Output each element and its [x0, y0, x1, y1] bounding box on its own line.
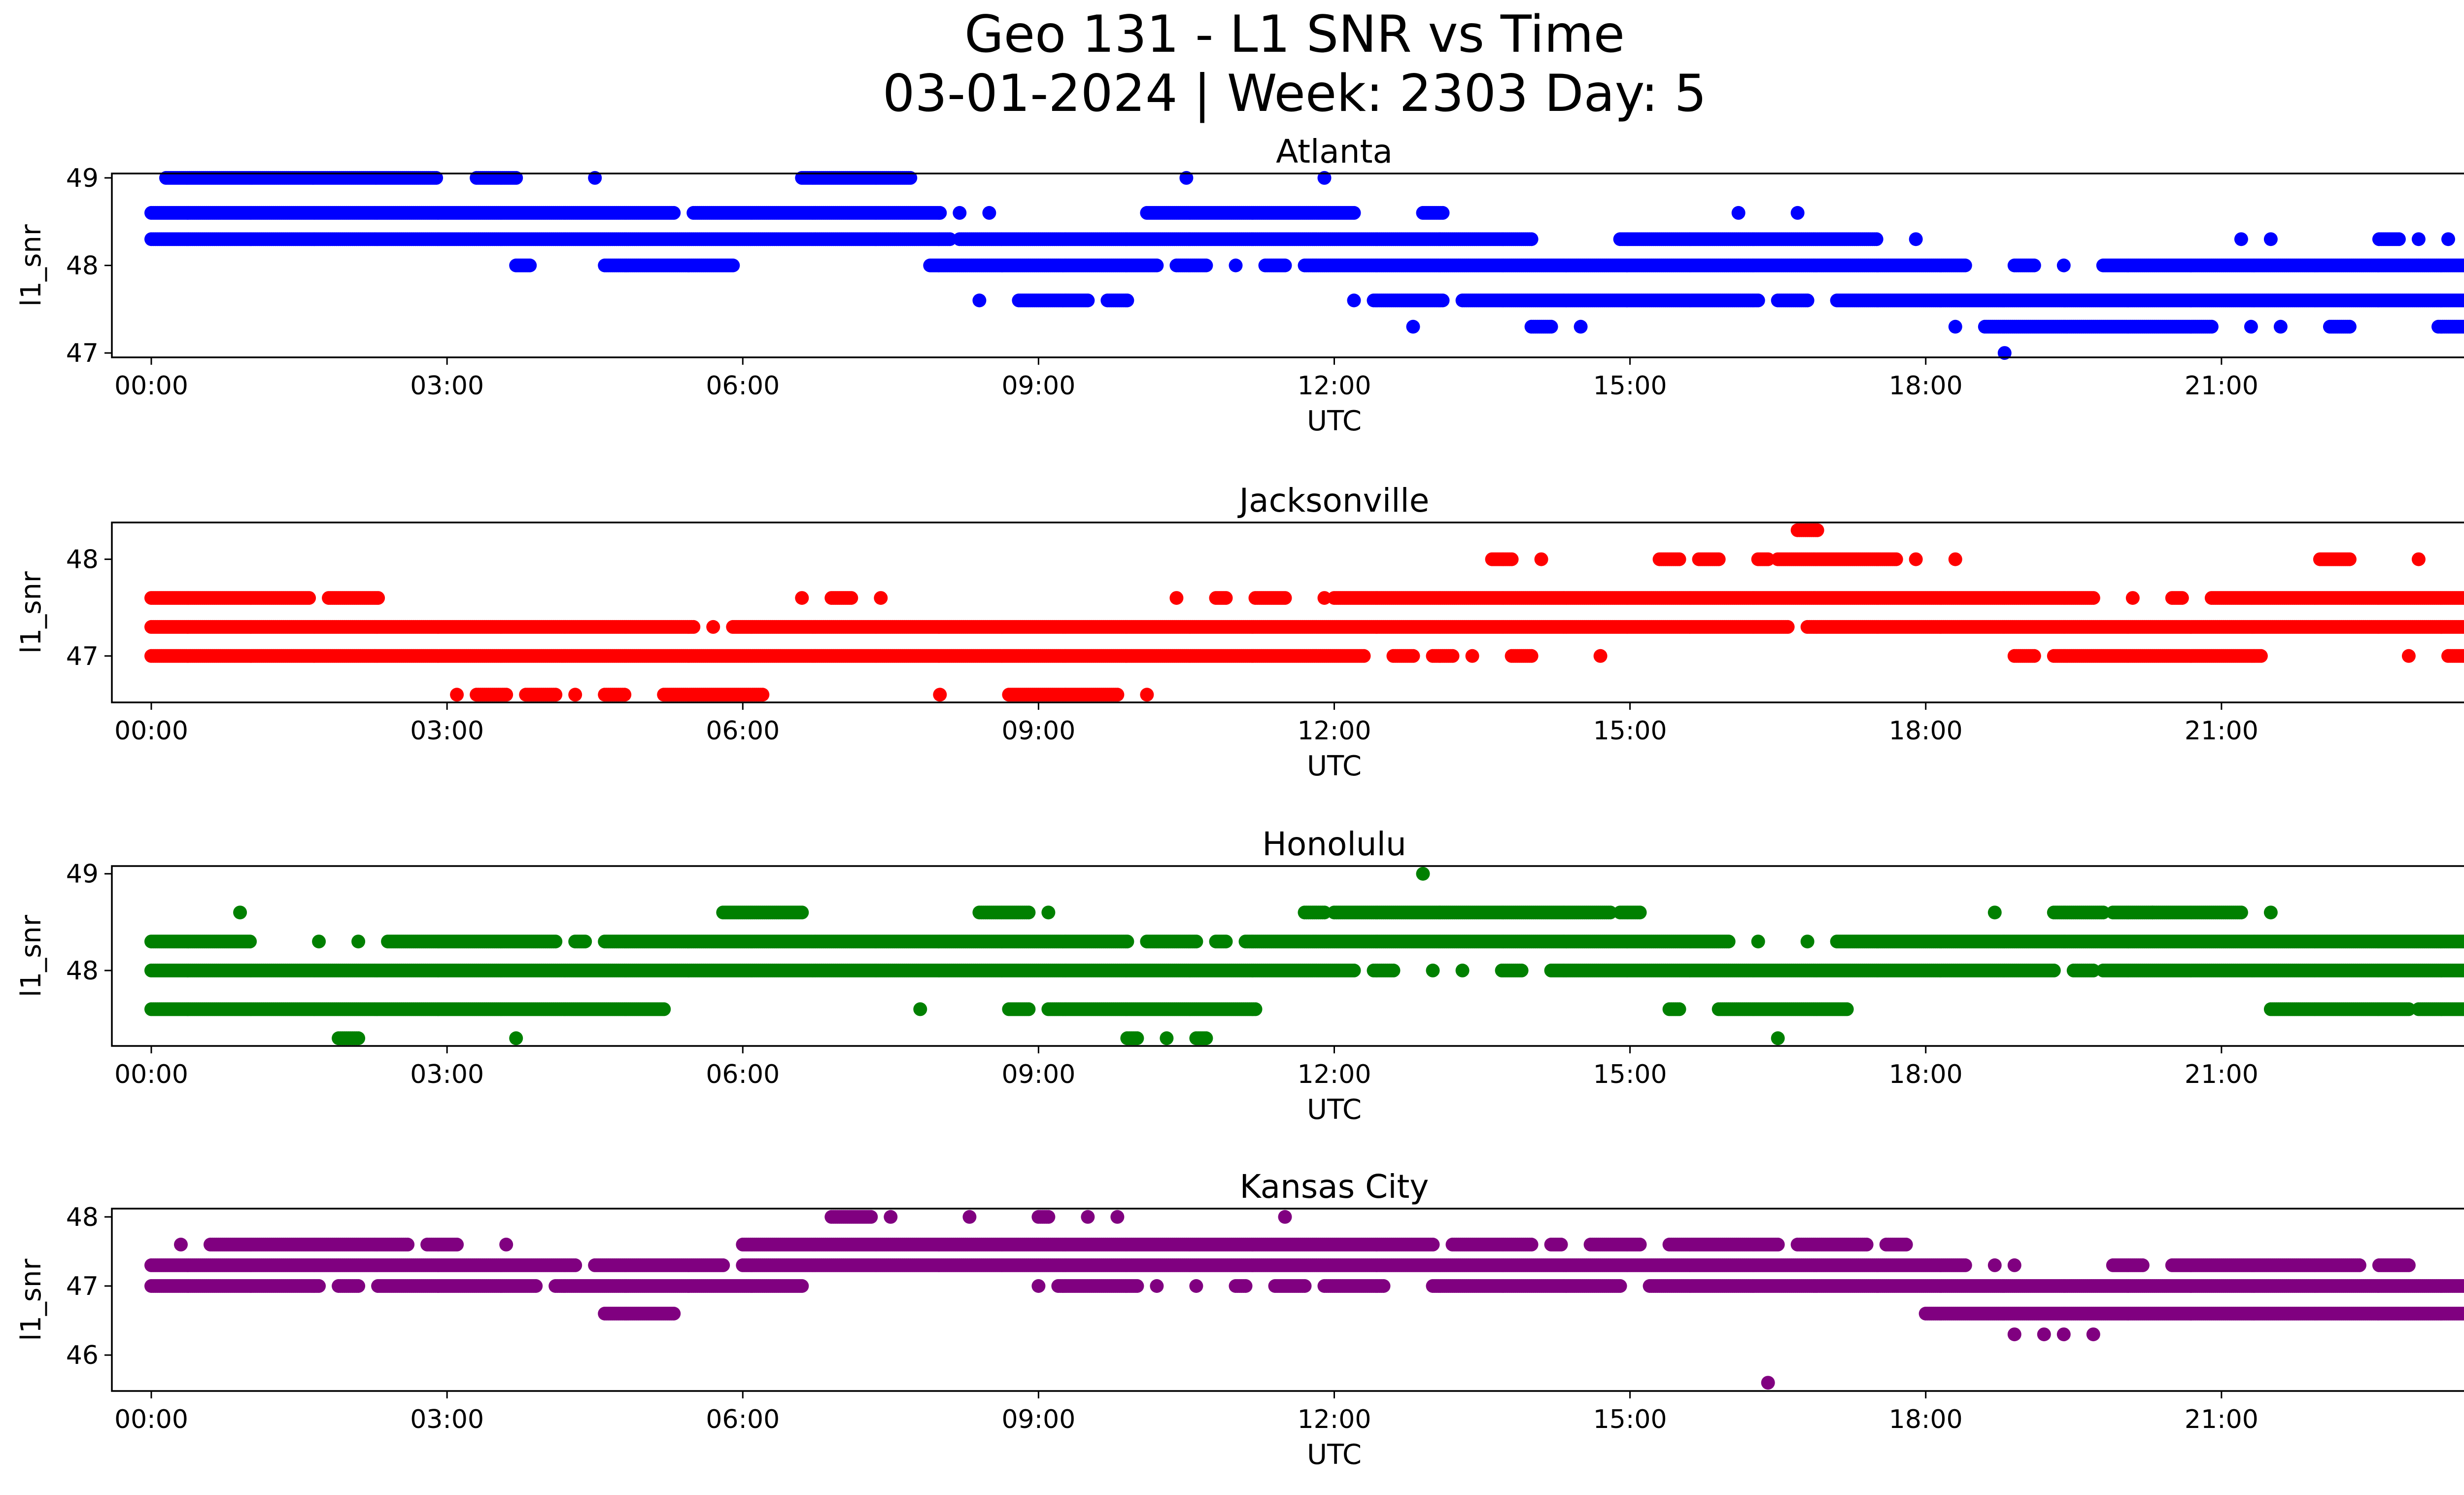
data-point — [972, 293, 987, 308]
x-axis-label: UTC — [1307, 405, 1362, 437]
data-point — [509, 171, 523, 185]
data-point — [933, 206, 947, 220]
data-point — [1524, 232, 1539, 246]
data-point — [2204, 319, 2219, 334]
data-point — [1534, 552, 1548, 566]
data-point — [1869, 232, 1883, 246]
data-point — [1889, 552, 1903, 566]
data-point — [1150, 258, 1164, 273]
x-tick-label: 18:00 — [1889, 371, 1963, 401]
data-point — [2273, 319, 2288, 334]
data-point — [523, 258, 537, 273]
data-point — [1948, 552, 1962, 566]
x-tick-label: 15:00 — [1593, 371, 1667, 401]
data-point — [2175, 591, 2189, 605]
data-point — [1219, 591, 1233, 605]
data-point — [2125, 591, 2140, 605]
data-point — [1120, 293, 1134, 308]
data-point — [1278, 591, 1292, 605]
y-axis-label: l1_snr — [15, 224, 47, 307]
data-point — [1505, 552, 1519, 566]
y-tick-label: 49 — [66, 164, 99, 193]
data-point — [2086, 591, 2100, 605]
data-point — [903, 171, 918, 185]
series-points — [144, 171, 2464, 360]
data-point — [1790, 206, 1805, 220]
data-point — [1711, 552, 1726, 566]
x-tick-label: 12:00 — [1298, 371, 1371, 401]
x-tick-label: 00:00 — [114, 371, 188, 401]
data-point — [706, 620, 720, 634]
subplot-title: Jacksonville — [1237, 482, 1430, 520]
x-tick-label: 06:00 — [706, 371, 780, 401]
data-point — [1169, 591, 1184, 605]
data-point — [1810, 523, 1824, 537]
data-point — [795, 591, 809, 605]
figure-title-line-1: Geo 131 - L1 SNR vs Time — [964, 5, 1625, 64]
data-point — [2392, 232, 2406, 246]
data-point — [2263, 232, 2278, 246]
data-point — [1731, 206, 1745, 220]
data-point — [2027, 258, 2041, 273]
data-point — [1278, 258, 1292, 273]
data-point — [1347, 293, 1361, 308]
data-point — [371, 591, 385, 605]
data-point — [2342, 319, 2357, 334]
data-point — [1574, 319, 1588, 334]
data-point — [1751, 293, 1765, 308]
x-tick-label: 03:00 — [410, 371, 484, 401]
data-point — [1909, 232, 1923, 246]
data-point — [588, 171, 602, 185]
data-point — [2056, 258, 2071, 273]
data-point — [1436, 293, 1450, 308]
data-point — [1081, 293, 1095, 308]
data-point — [1672, 552, 1686, 566]
data-point — [1199, 258, 1213, 273]
data-point — [2411, 232, 2426, 246]
data-point — [1347, 206, 1361, 220]
data-point — [1909, 552, 1923, 566]
data-point — [1317, 171, 1332, 185]
y-tick-label: 48 — [66, 251, 99, 281]
data-point — [1436, 206, 1450, 220]
data-point — [1229, 258, 1243, 273]
data-point — [667, 206, 681, 220]
data-point — [1780, 620, 1795, 634]
subplot-title: Atlanta — [1276, 133, 1393, 171]
data-point — [1179, 171, 1194, 185]
subplot-atlanta: Atlanta 00:00 03:00 06:00 09:00 12:00 15:00 18:… — [15, 133, 2464, 437]
data-point — [982, 206, 996, 220]
data-point — [302, 591, 316, 605]
data-point — [726, 258, 740, 273]
data-point — [1948, 319, 1962, 334]
data-point — [844, 591, 858, 605]
data-point — [686, 620, 701, 634]
data-point — [953, 206, 967, 220]
data-point — [1406, 319, 1420, 334]
data-point — [874, 591, 888, 605]
data-point — [429, 171, 444, 185]
data-point — [2411, 552, 2426, 566]
x-tick-label: 21:00 — [2185, 371, 2259, 401]
data-point — [1958, 258, 1972, 273]
data-point — [2244, 319, 2258, 334]
data-point — [2441, 232, 2455, 246]
figure-title-line-2: 03-01-2024 | Week: 2303 Day: 5 — [883, 64, 1707, 123]
data-point — [1544, 319, 1558, 334]
y-tick-label: 47 — [66, 339, 99, 368]
subplot-panels: Atlanta 00:00 03:00 06:00 09:00 12:00 15:00 18:… — [15, 133, 2464, 1471]
data-point — [2342, 552, 2357, 566]
x-tick-label: 09:00 — [1001, 371, 1075, 401]
data-point — [2234, 232, 2248, 246]
data-point — [1800, 293, 1814, 308]
